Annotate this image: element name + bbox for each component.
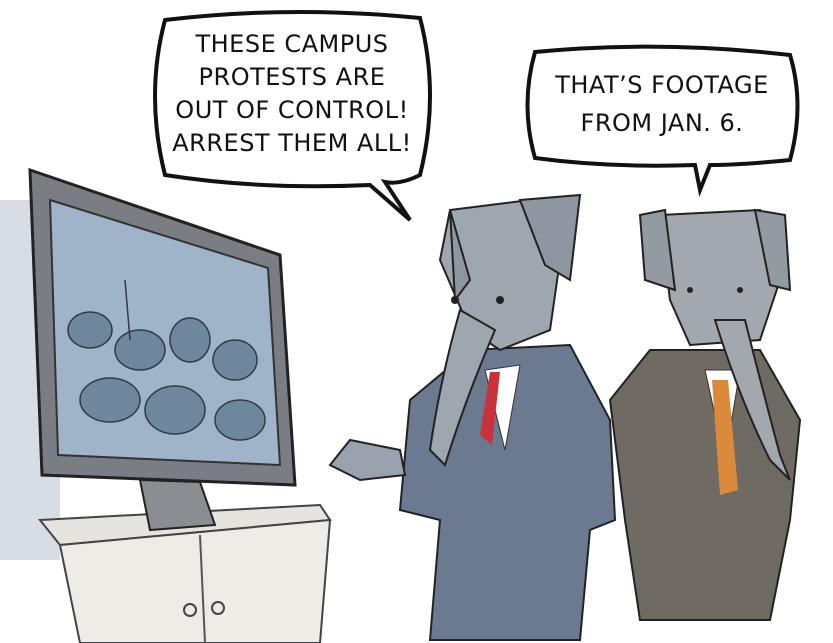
speech-line: THAT’S FOOTAGE bbox=[554, 71, 769, 99]
speech-line: PROTESTS ARE bbox=[199, 63, 386, 91]
elephant-left bbox=[328, 193, 617, 641]
television bbox=[28, 167, 297, 532]
speech-line: ARREST THEM ALL! bbox=[172, 129, 411, 157]
speech-line: THESE CAMPUS bbox=[194, 30, 388, 58]
elephant-right bbox=[608, 208, 802, 621]
speech-bubble-right bbox=[525, 44, 800, 197]
speech-bubble-left bbox=[153, 9, 432, 222]
speech-line: OUT OF CONTROL! bbox=[175, 96, 408, 124]
bubble-texts: THESE CAMPUS PROTESTS ARE OUT OF CONTROL! A… bbox=[172, 30, 769, 157]
speech-line: FROM JAN. 6. bbox=[581, 109, 744, 137]
